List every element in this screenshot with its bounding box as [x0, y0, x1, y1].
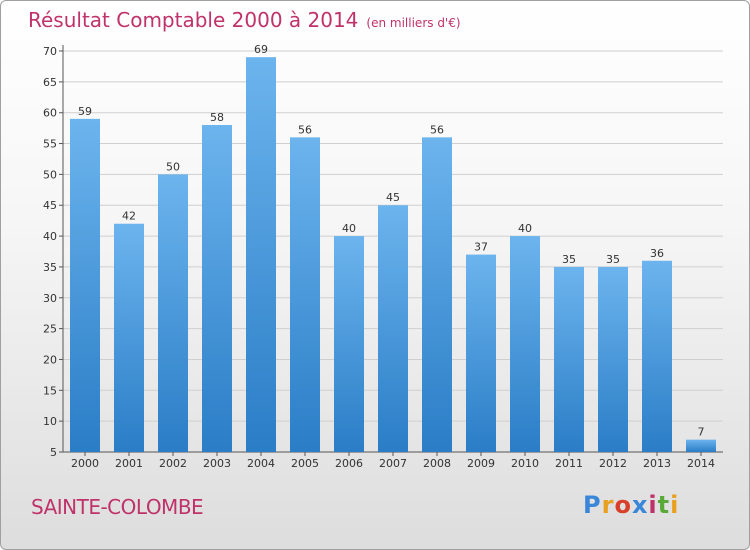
value-label-2010: 40 [518, 222, 532, 235]
x-tick-label-2004: 2004 [247, 457, 275, 470]
y-tick-label: 10 [43, 415, 57, 428]
logo-letter: P [583, 491, 602, 519]
value-label-2001: 42 [122, 210, 136, 223]
bar-2006 [334, 236, 364, 452]
proxiti-logo: Proxiti [583, 491, 679, 519]
x-tick-label-2002: 2002 [159, 457, 187, 470]
logo-letter: i [670, 491, 680, 519]
x-tick-label-2011: 2011 [555, 457, 583, 470]
x-tick-label-2005: 2005 [291, 457, 319, 470]
bars [70, 57, 716, 453]
bar-2005 [290, 137, 320, 452]
bar-2014 [686, 439, 716, 452]
x-tick-label-2003: 2003 [203, 457, 231, 470]
bar-2013 [642, 260, 672, 452]
value-label-2012: 35 [606, 253, 620, 266]
bar-2004 [246, 57, 276, 453]
chart-subtitle: (en milliers d'€) [366, 16, 461, 30]
x-tick-label-2010: 2010 [511, 457, 539, 470]
x-tick-label-2014: 2014 [687, 457, 715, 470]
x-tick-label-2007: 2007 [379, 457, 407, 470]
y-tick-label: 15 [43, 384, 57, 397]
value-label-2008: 56 [430, 123, 444, 136]
x-tick-label-2012: 2012 [599, 457, 627, 470]
bar-2002 [158, 174, 188, 452]
chart-title: Résultat Comptable 2000 à 2014 (en millie… [28, 8, 461, 32]
value-label-2002: 50 [166, 160, 180, 173]
bar-2012 [598, 266, 628, 452]
y-tick-label: 30 [43, 292, 57, 305]
bar-2010 [510, 236, 540, 452]
y-tick-label: 20 [43, 353, 57, 366]
x-tick-label-2006: 2006 [335, 457, 363, 470]
x-tick-label-2000: 2000 [71, 457, 99, 470]
value-label-2005: 56 [298, 123, 312, 136]
y-tick-label: 25 [43, 323, 57, 336]
y-tick-label: 5 [50, 446, 57, 459]
x-tick-label-2008: 2008 [423, 457, 451, 470]
bar-2000 [70, 118, 100, 452]
logo-letter: i [648, 491, 658, 519]
x-tick-label-2009: 2009 [467, 457, 495, 470]
logo-letter: r [601, 491, 615, 519]
value-labels: 59 42 50 58 69 56 40 45 56 37 40 35 35 36 7 [78, 43, 705, 438]
bar-2003 [202, 125, 232, 453]
y-tick-label: 50 [43, 168, 57, 181]
logo-letter: x [631, 491, 649, 519]
value-label-2003: 58 [210, 111, 224, 124]
value-label-2014: 7 [698, 426, 705, 439]
y-tick-label: 65 [43, 76, 57, 89]
bar-2007 [378, 205, 408, 452]
logo-letter: t [657, 491, 671, 519]
bar-2011 [554, 266, 584, 452]
y-tick-label: 60 [43, 107, 57, 120]
x-tick-label-2001: 2001 [115, 457, 143, 470]
y-tick-label: 35 [43, 261, 57, 274]
commune-name: SAINTE-COLOMBE [31, 495, 204, 519]
value-label-2011: 35 [562, 253, 576, 266]
y-tick-label: 55 [43, 138, 57, 151]
value-label-2004: 69 [254, 43, 268, 56]
x-tick-label-2013: 2013 [643, 457, 671, 470]
value-label-2000: 59 [78, 105, 92, 118]
logo-letter: o [614, 491, 632, 519]
y-tick-label: 45 [43, 199, 57, 212]
value-label-2007: 45 [386, 191, 400, 204]
value-label-2013: 36 [650, 247, 664, 260]
bar-2008 [422, 137, 452, 452]
title-text: Résultat Comptable 2000 à 2014 [28, 8, 359, 32]
value-label-2006: 40 [342, 222, 356, 235]
bar-2009 [466, 254, 496, 452]
bar-2001 [114, 223, 144, 452]
y-tick-label: 70 [43, 45, 57, 58]
value-label-2009: 37 [474, 241, 488, 254]
y-tick-label: 40 [43, 230, 57, 243]
